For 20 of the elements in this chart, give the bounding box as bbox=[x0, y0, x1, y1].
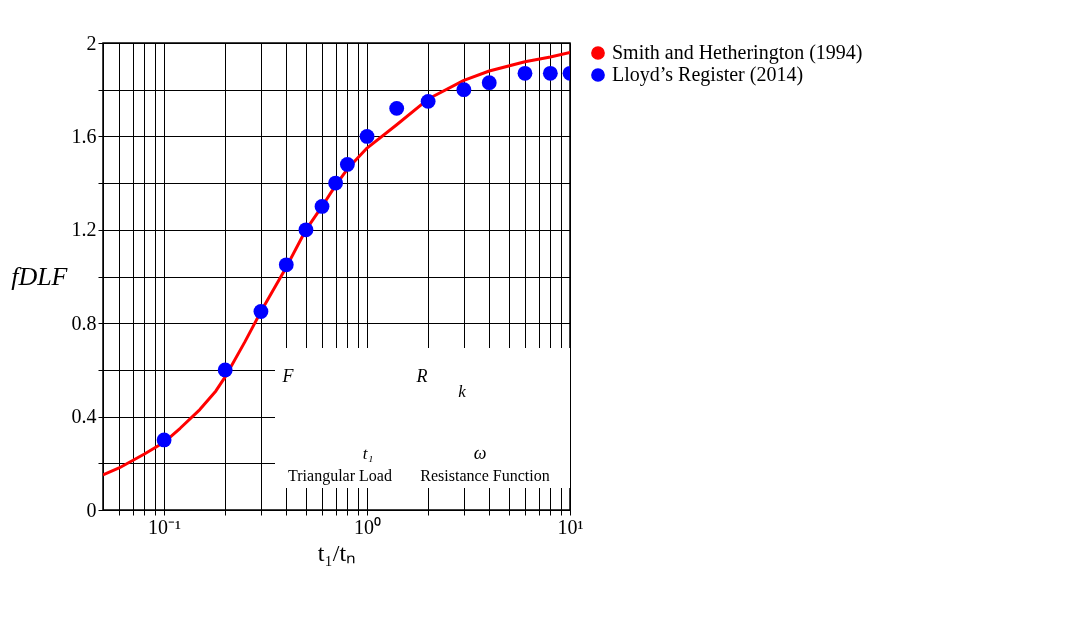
annotation: R bbox=[415, 366, 428, 386]
y-tick-label: 0.8 bbox=[71, 311, 97, 334]
y-tick-label: 1.6 bbox=[71, 124, 97, 147]
annotation: Resistance Function bbox=[420, 467, 550, 484]
y-axis-title: fDLF bbox=[11, 262, 69, 291]
annotation: ω bbox=[473, 443, 487, 463]
x-axis-title: t₁/tₙ bbox=[317, 539, 357, 566]
y-tick-label: 2 bbox=[86, 31, 97, 54]
annotation: Triangular Load bbox=[288, 467, 392, 485]
legend-label: Lloyd’s Register (2014) bbox=[612, 63, 804, 86]
x-tick-label: 10⁰ bbox=[354, 515, 382, 538]
annotation: t₁ bbox=[362, 444, 374, 463]
y-tick-label: 0.4 bbox=[71, 405, 97, 428]
x-tick-label: 10¹ bbox=[557, 515, 584, 538]
annotation: F bbox=[281, 366, 295, 386]
y-tick-label: 0 bbox=[86, 498, 97, 521]
annotation: k bbox=[458, 382, 467, 401]
legend-label: Smith and Hetherington (1994) bbox=[612, 41, 863, 64]
y-tick-label: 1.2 bbox=[71, 218, 97, 241]
x-tick-label: 10⁻¹ bbox=[148, 515, 182, 538]
